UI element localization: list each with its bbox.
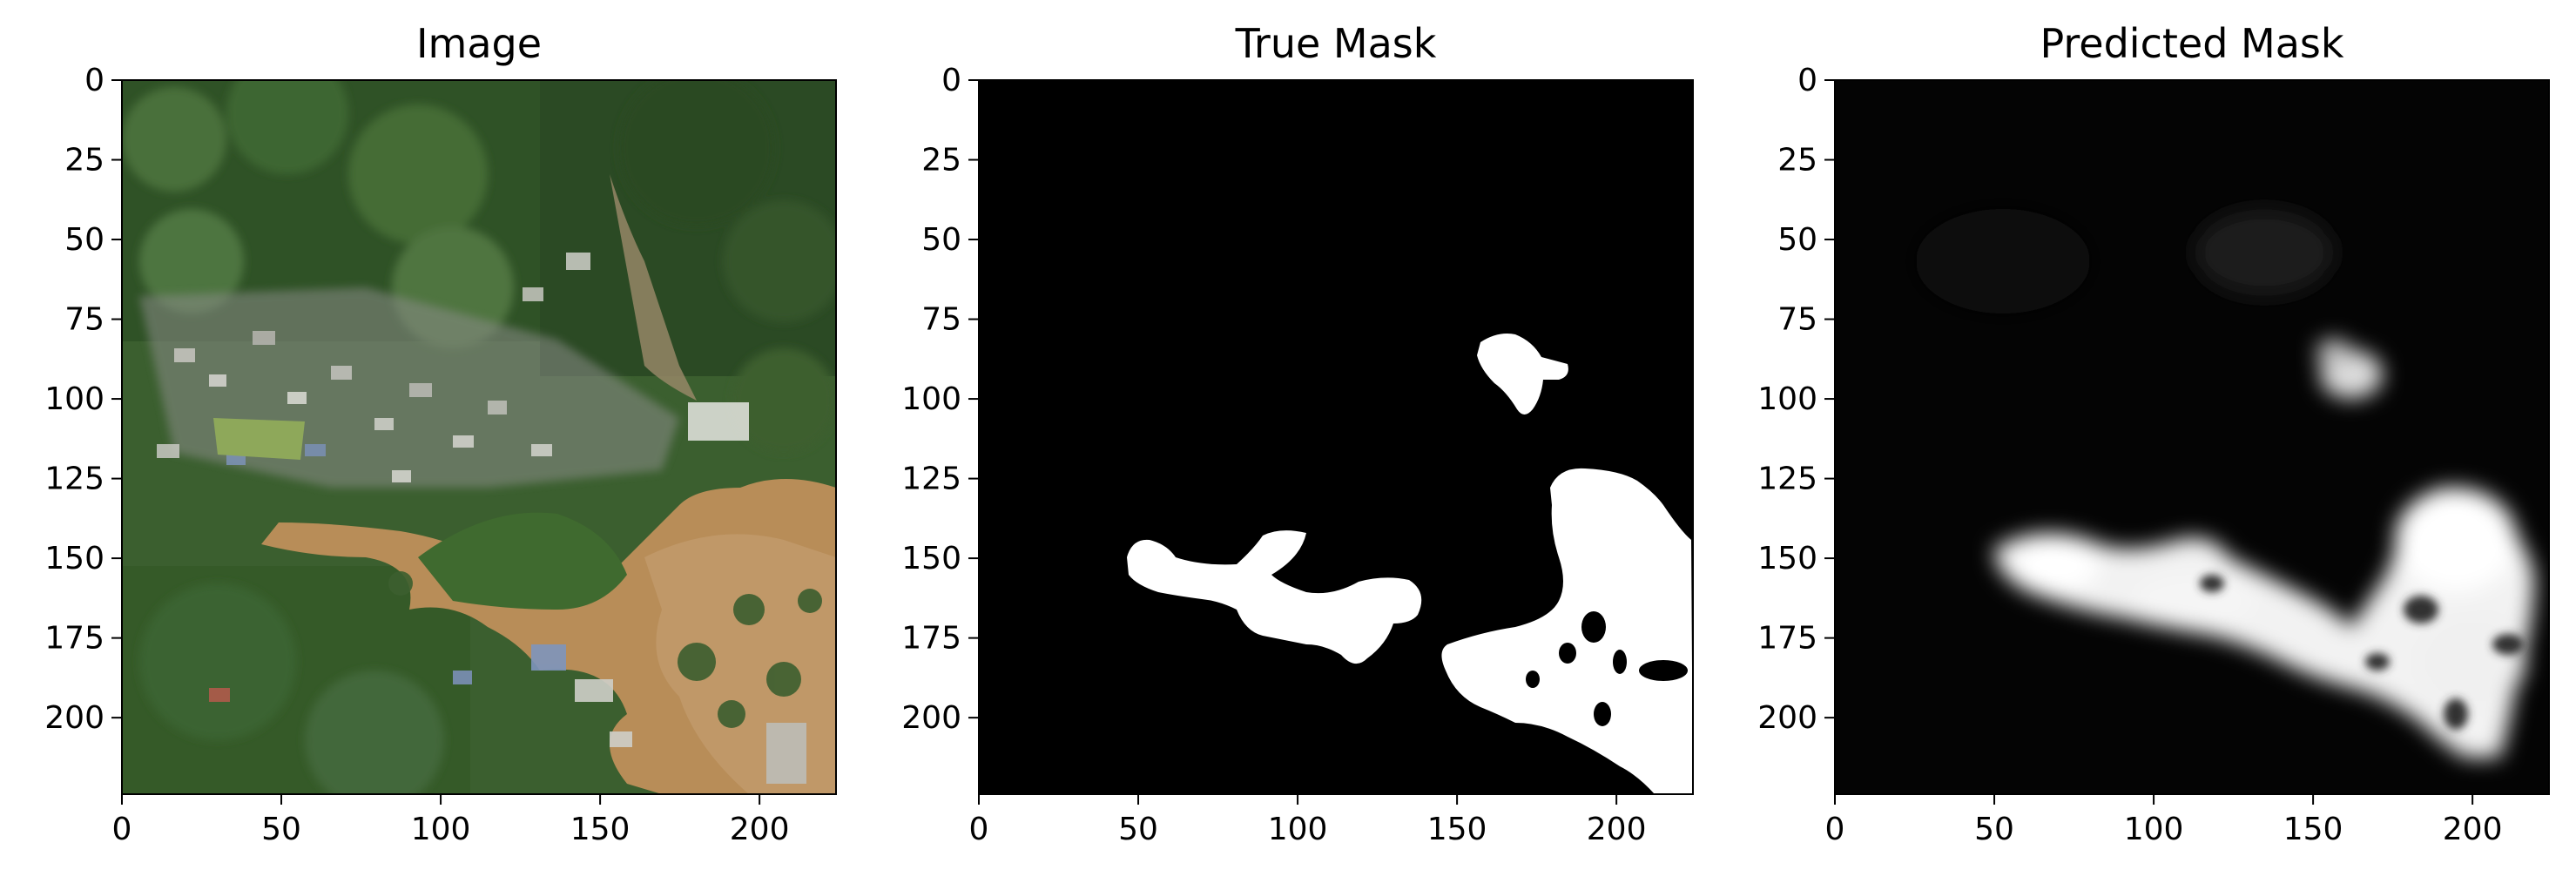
y-tick-label: 125 [1757, 462, 1817, 497]
x-tick-label: 50 [1118, 812, 1158, 847]
y-tick-label: 50 [1777, 222, 1817, 258]
x-tick-label: 100 [1268, 812, 1328, 847]
y-tick-label: 75 [921, 302, 961, 338]
x-tick-label: 50 [261, 812, 301, 847]
panel-true-mask: True Mask [979, 20, 1693, 794]
axis-group: 0 50 100 150 200 0 25 50 75 100 125 150 175 200 [1757, 63, 2550, 847]
panel-title: Predicted Mask [2040, 20, 2343, 67]
y-tick-label: 50 [64, 222, 105, 258]
x-tick-label: 150 [570, 812, 631, 847]
y-tick-label: 25 [64, 143, 105, 179]
x-tick-label: 150 [2283, 812, 2343, 847]
panel-title: Image [416, 20, 542, 67]
x-tick-label: 50 [1974, 812, 2014, 847]
y-tick-label: 150 [1757, 541, 1817, 576]
y-tick-label: 0 [84, 63, 105, 98]
y-tick-label: 100 [1757, 381, 1817, 417]
x-tick-label: 0 [112, 812, 132, 847]
panel-image: Image [122, 20, 836, 794]
y-tick-label: 150 [901, 541, 961, 576]
axes-frame [121, 79, 837, 795]
y-tick-label: 25 [1777, 143, 1817, 179]
y-tick-label: 75 [64, 302, 105, 338]
axes-frame [1834, 79, 2550, 795]
y-tick-label: 175 [44, 621, 105, 657]
x-tick-label: 100 [2124, 812, 2184, 847]
x-tick-label: 150 [1427, 812, 1487, 847]
x-tick-label: 200 [730, 812, 790, 847]
y-tick-label: 175 [901, 621, 961, 657]
binary-mask [979, 80, 1693, 794]
panel-title: True Mask [1235, 20, 1437, 67]
axes-layer: 0 50 100 150 200 0 25 50 75 100 125 150 175 200 0 50 100… [44, 63, 2550, 847]
y-tick-label: 200 [901, 700, 961, 736]
x-tick-label: 200 [1587, 812, 1647, 847]
axis-group: 0 50 100 150 200 0 25 50 75 100 125 150 175 200 [901, 63, 1694, 847]
y-tick-label: 175 [1757, 621, 1817, 657]
x-tick-label: 100 [411, 812, 471, 847]
y-tick-label: 200 [1757, 700, 1817, 736]
x-tick-label: 0 [1825, 812, 1845, 847]
axes-frame [978, 79, 1694, 795]
y-tick-label: 0 [941, 63, 961, 98]
soft-mask [1835, 80, 2549, 794]
x-tick-label: 0 [969, 812, 989, 847]
y-tick-label: 0 [1797, 63, 1817, 98]
aerial-flood-photo [122, 80, 836, 794]
axis-group: 0 50 100 150 200 0 25 50 75 100 125 150 175 200 [44, 63, 837, 847]
y-tick-label: 125 [44, 462, 105, 497]
y-tick-label: 125 [901, 462, 961, 497]
y-tick-label: 200 [44, 700, 105, 736]
y-tick-label: 75 [1777, 302, 1817, 338]
panel-predicted-mask: Predicted Mask [1835, 20, 2549, 794]
y-tick-label: 100 [44, 381, 105, 417]
y-tick-label: 100 [901, 381, 961, 417]
y-tick-label: 50 [921, 222, 961, 258]
y-tick-label: 25 [921, 143, 961, 179]
x-tick-label: 200 [2443, 812, 2503, 847]
y-tick-label: 150 [44, 541, 105, 576]
